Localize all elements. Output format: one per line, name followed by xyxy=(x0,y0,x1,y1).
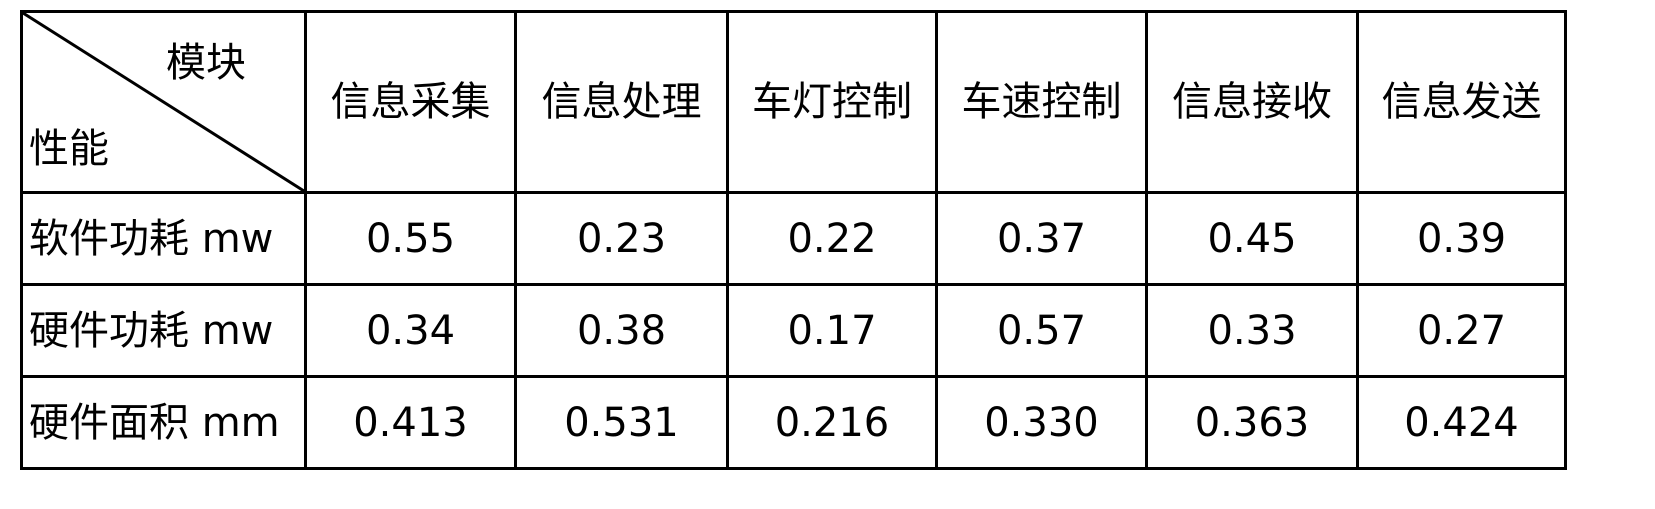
table-cell: 0.22 xyxy=(726,191,938,286)
table-cell: 0.216 xyxy=(726,375,938,470)
table-cell: 0.39 xyxy=(1356,191,1567,286)
column-header: 车灯控制 xyxy=(726,10,938,194)
diagonal-divider xyxy=(23,13,304,191)
row-label: 硬件功耗 mw xyxy=(20,283,307,378)
table-cell: 0.45 xyxy=(1145,191,1359,286)
table-cell: 0.363 xyxy=(1145,375,1359,470)
header-row: 模块 性能 信息采集 信息处理 车灯控制 车速控制 信息接收 信息发送 xyxy=(20,10,1567,194)
table-cell: 0.531 xyxy=(514,375,729,470)
table-cell: 0.330 xyxy=(935,375,1148,470)
table-row: 硬件功耗 mw 0.34 0.38 0.17 0.57 0.33 0.27 xyxy=(20,283,1567,378)
table-cell: 0.34 xyxy=(304,283,517,378)
column-header: 信息发送 xyxy=(1356,10,1567,194)
row-label: 硬件面积 mm xyxy=(20,375,307,470)
table-cell: 0.413 xyxy=(304,375,517,470)
column-header: 车速控制 xyxy=(935,10,1148,194)
corner-module-label: 模块 xyxy=(166,40,246,86)
column-header: 信息接收 xyxy=(1145,10,1359,194)
table-cell: 0.55 xyxy=(304,191,517,286)
table-cell: 0.17 xyxy=(726,283,938,378)
table-cell: 0.37 xyxy=(935,191,1148,286)
performance-table: 模块 性能 信息采集 信息处理 车灯控制 车速控制 信息接收 信息发送 软件功耗… xyxy=(20,10,1567,470)
corner-cell: 模块 性能 xyxy=(20,10,307,194)
table-cell: 0.424 xyxy=(1356,375,1567,470)
table-cell: 0.27 xyxy=(1356,283,1567,378)
table-cell: 0.57 xyxy=(935,283,1148,378)
column-header: 信息采集 xyxy=(304,10,517,194)
table-row: 硬件面积 mm 0.413 0.531 0.216 0.330 0.363 0.… xyxy=(20,375,1567,470)
column-header: 信息处理 xyxy=(514,10,729,194)
table-cell: 0.38 xyxy=(514,283,729,378)
row-label: 软件功耗 mw xyxy=(20,191,307,286)
table-row: 软件功耗 mw 0.55 0.23 0.22 0.37 0.45 0.39 xyxy=(20,191,1567,286)
table-cell: 0.33 xyxy=(1145,283,1359,378)
table-cell: 0.23 xyxy=(514,191,729,286)
corner-performance-label: 性能 xyxy=(29,126,109,172)
